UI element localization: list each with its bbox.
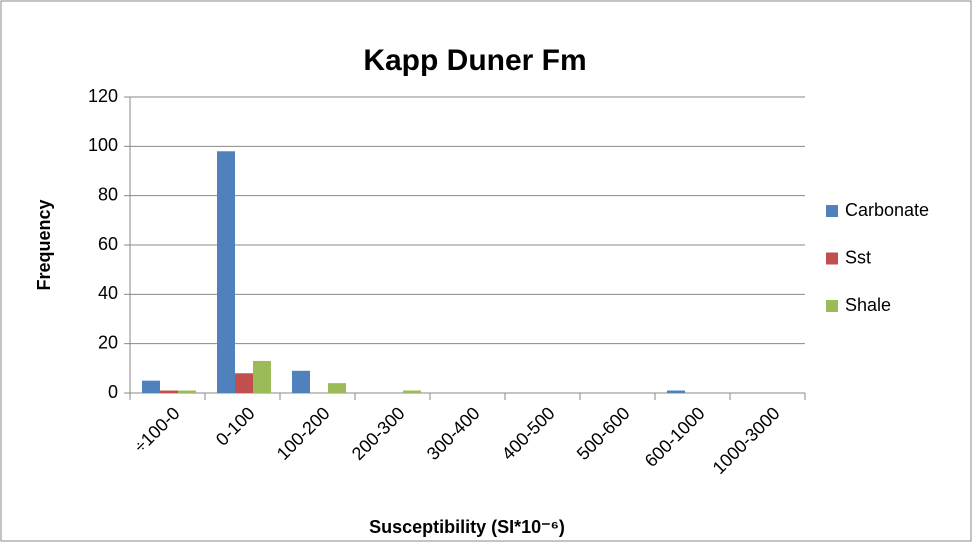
- y-tick-label: 100: [88, 135, 118, 155]
- bar: [217, 151, 235, 393]
- bar: [142, 380, 160, 393]
- bar: [160, 390, 178, 393]
- legend-label: Carbonate: [845, 200, 929, 220]
- bar: [328, 383, 346, 393]
- y-tick-label: 60: [98, 234, 118, 254]
- legend-swatch: [826, 205, 838, 217]
- bar: [178, 390, 196, 393]
- bar: [253, 360, 271, 393]
- bar: [667, 390, 685, 393]
- legend-swatch: [826, 300, 838, 312]
- legend-label: Shale: [845, 295, 891, 315]
- legend-label: Sst: [845, 247, 871, 267]
- y-tick-label: 20: [98, 332, 118, 352]
- bar: [403, 390, 421, 393]
- x-axis-label: Susceptibility (SI*10⁻⁶): [369, 517, 565, 537]
- legend-swatch: [826, 252, 838, 265]
- y-tick-label: 80: [98, 184, 118, 204]
- y-tick-label: 40: [98, 283, 118, 303]
- bar: [235, 373, 253, 393]
- y-axis-label: Frequency: [34, 199, 54, 290]
- y-tick-label: 0: [108, 382, 118, 402]
- chart-title: Kapp Duner Fm: [363, 44, 586, 77]
- bar: [292, 370, 310, 393]
- y-tick-label: 120: [88, 86, 118, 106]
